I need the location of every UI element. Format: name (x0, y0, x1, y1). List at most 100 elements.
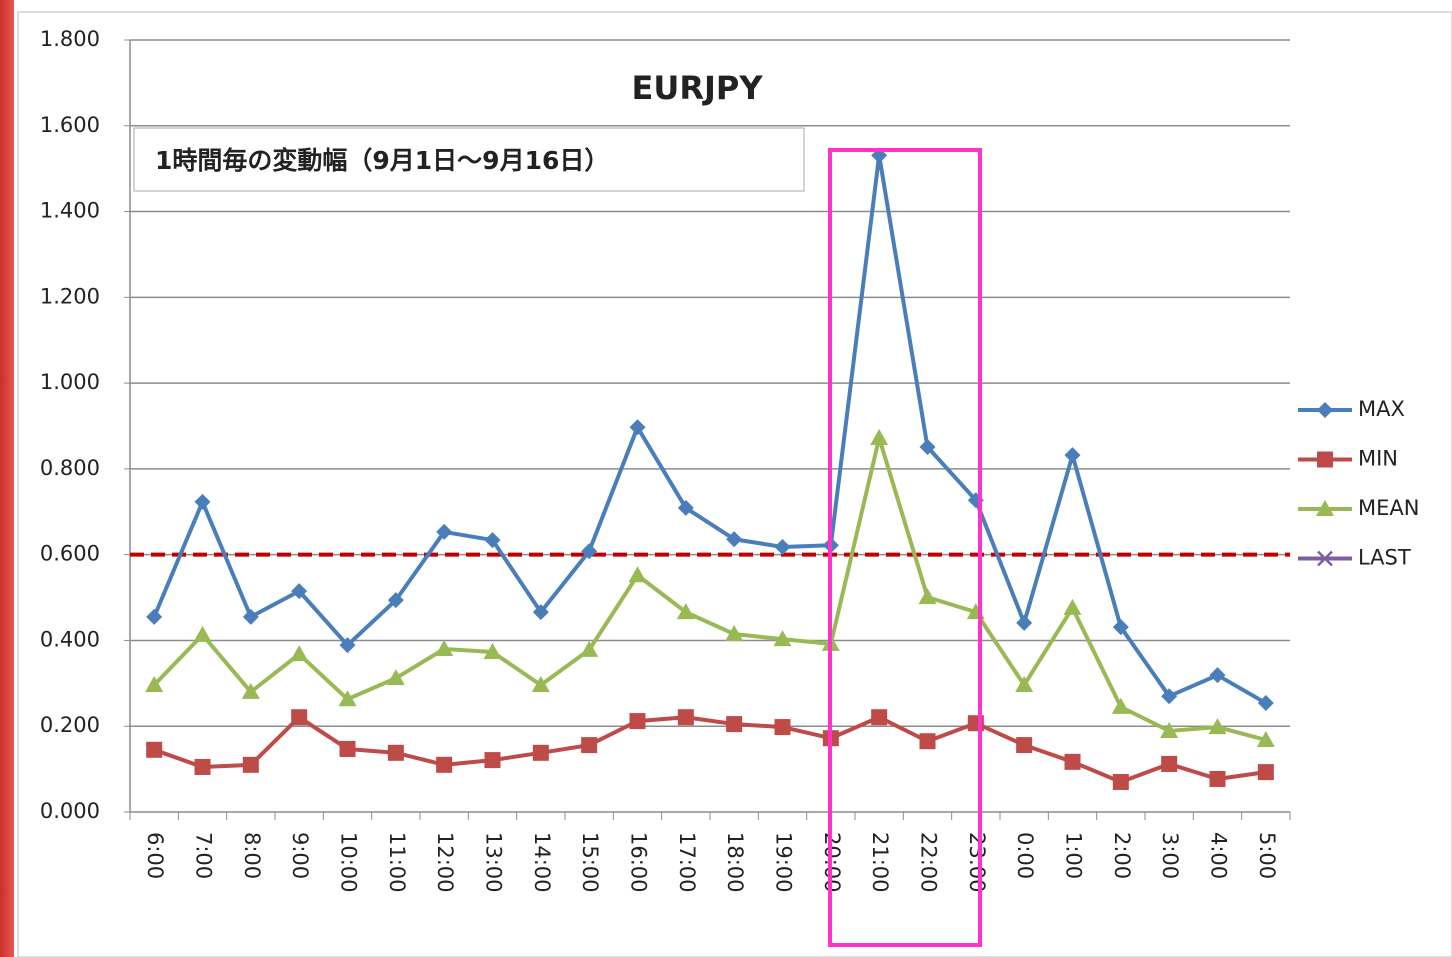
marker (532, 604, 549, 621)
marker (1317, 451, 1333, 468)
marker (1209, 770, 1226, 787)
marker (581, 737, 598, 754)
marker (242, 756, 259, 773)
x-tick-label: 10:00 (337, 832, 361, 893)
y-tick-label: 1.200 (40, 284, 100, 308)
marker (1317, 402, 1333, 418)
x-tick-label: 12:00 (433, 832, 457, 893)
x-tick-label: 11:00 (385, 832, 409, 893)
x-tick-label: 2:00 (1110, 832, 1134, 879)
y-tick-label: 1.800 (40, 27, 100, 51)
marker (338, 690, 357, 707)
marker (1160, 721, 1179, 738)
x-tick-label: 17:00 (675, 832, 699, 893)
marker (871, 709, 888, 726)
x-tick-label: 15:00 (578, 832, 602, 893)
marker (1257, 695, 1274, 712)
marker (1016, 737, 1033, 754)
x-tick-label: 8:00 (240, 832, 264, 879)
chart-subtitle: 1時間毎の変動幅（9月1日～9月16日） (155, 146, 609, 175)
legend-label: MEAN (1358, 496, 1419, 520)
y-tick-label: 0.800 (40, 456, 100, 480)
marker (1111, 697, 1130, 714)
marker (870, 429, 889, 446)
marker (1256, 730, 1275, 747)
marker (1064, 447, 1081, 464)
x-tick-label: 1:00 (1062, 832, 1086, 879)
marker (484, 752, 501, 769)
marker (194, 493, 211, 510)
y-tick-label: 1.400 (40, 199, 100, 223)
y-tick-label: 1.600 (40, 113, 100, 137)
marker (677, 709, 694, 726)
series-line (152, 153, 1267, 705)
legend-label: LAST (1358, 546, 1411, 570)
marker (146, 741, 163, 758)
marker (725, 625, 744, 642)
marker (291, 583, 308, 600)
marker (339, 740, 356, 757)
marker (193, 625, 212, 642)
marker (194, 758, 211, 775)
y-tick-label: 0.400 (40, 627, 100, 651)
marker (290, 645, 309, 662)
marker (629, 713, 646, 730)
marker (387, 744, 404, 761)
y-tick-label: 0.200 (40, 713, 100, 737)
x-tick-label: 16:00 (627, 832, 651, 893)
x-tick-label: 19:00 (772, 832, 796, 893)
x-tick-label: 6:00 (143, 832, 167, 879)
marker (1317, 550, 1333, 567)
marker (145, 676, 164, 693)
marker (1209, 667, 1226, 684)
marker (774, 538, 791, 555)
highlight-box (828, 148, 982, 947)
x-tick-label: 22:00 (917, 832, 941, 893)
marker (435, 640, 454, 657)
marker (1015, 676, 1034, 693)
x-tick-label: 23:00 (965, 832, 989, 893)
series-line (153, 715, 1267, 784)
marker (773, 630, 792, 647)
chart-title: EURJPY (631, 69, 763, 107)
marker (532, 744, 549, 761)
marker (531, 676, 550, 693)
marker (629, 419, 646, 436)
marker (726, 531, 743, 548)
y-tick-label: 0.600 (40, 542, 100, 566)
marker (483, 643, 502, 660)
marker (1316, 500, 1334, 516)
marker (580, 640, 599, 657)
marker (436, 756, 453, 773)
marker (241, 682, 260, 699)
x-tick-label: 3:00 (1158, 832, 1182, 879)
marker (1112, 773, 1129, 790)
y-tick-label: 1.000 (40, 370, 100, 394)
marker (919, 439, 936, 456)
marker (1161, 688, 1178, 705)
series-line (152, 436, 1267, 742)
marker (339, 637, 356, 654)
x-tick-label: 0:00 (1013, 832, 1037, 879)
marker (774, 719, 791, 736)
x-tick-label: 14:00 (530, 832, 554, 893)
marker (146, 608, 163, 625)
marker (918, 588, 937, 605)
marker (484, 532, 501, 549)
plot: 0.000 0.200 0.400 0.600 0.800 1.000 1.200 1.400… (40, 27, 1291, 893)
legend-label: MAX (1358, 397, 1405, 421)
marker (242, 608, 259, 625)
subtitle-box (133, 127, 805, 192)
marker (386, 669, 405, 686)
y-tick-label: 0.000 (40, 799, 100, 823)
marker (436, 523, 453, 540)
x-tick-label: 7:00 (192, 832, 216, 879)
marker (919, 733, 936, 750)
marker (387, 592, 404, 609)
marker (1063, 598, 1082, 615)
marker (1112, 619, 1129, 636)
x-tick-label: 5:00 (1255, 832, 1279, 879)
marker (628, 566, 647, 583)
x-tick-label: 21:00 (868, 832, 892, 893)
